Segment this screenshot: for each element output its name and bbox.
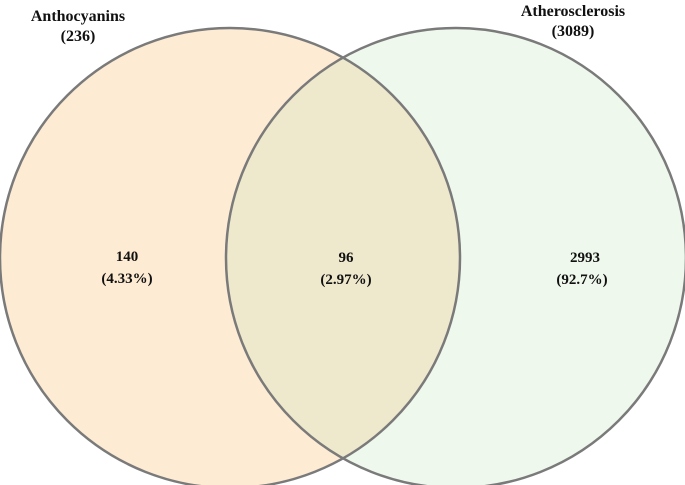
- intersection-region: [226, 28, 460, 485]
- left-only-count: 140: [116, 249, 139, 265]
- left-only-percent: (4.33%): [101, 271, 152, 287]
- anthocyanins-title: Anthocyanins: [31, 8, 125, 25]
- set-outline-atherosclerosis: [224, 26, 685, 485]
- intersection-count: 96: [339, 250, 355, 266]
- intersection-percent: (2.97%): [320, 272, 371, 288]
- set-outline-anthocyanins: [0, 26, 462, 485]
- anthocyanins-count: (236): [61, 28, 96, 45]
- right-only-percent: (92.7%): [556, 272, 607, 288]
- atherosclerosis-title: Atherosclerosis: [521, 3, 625, 20]
- right-only-count: 2993: [570, 250, 600, 266]
- atherosclerosis-count: (3089): [552, 23, 595, 40]
